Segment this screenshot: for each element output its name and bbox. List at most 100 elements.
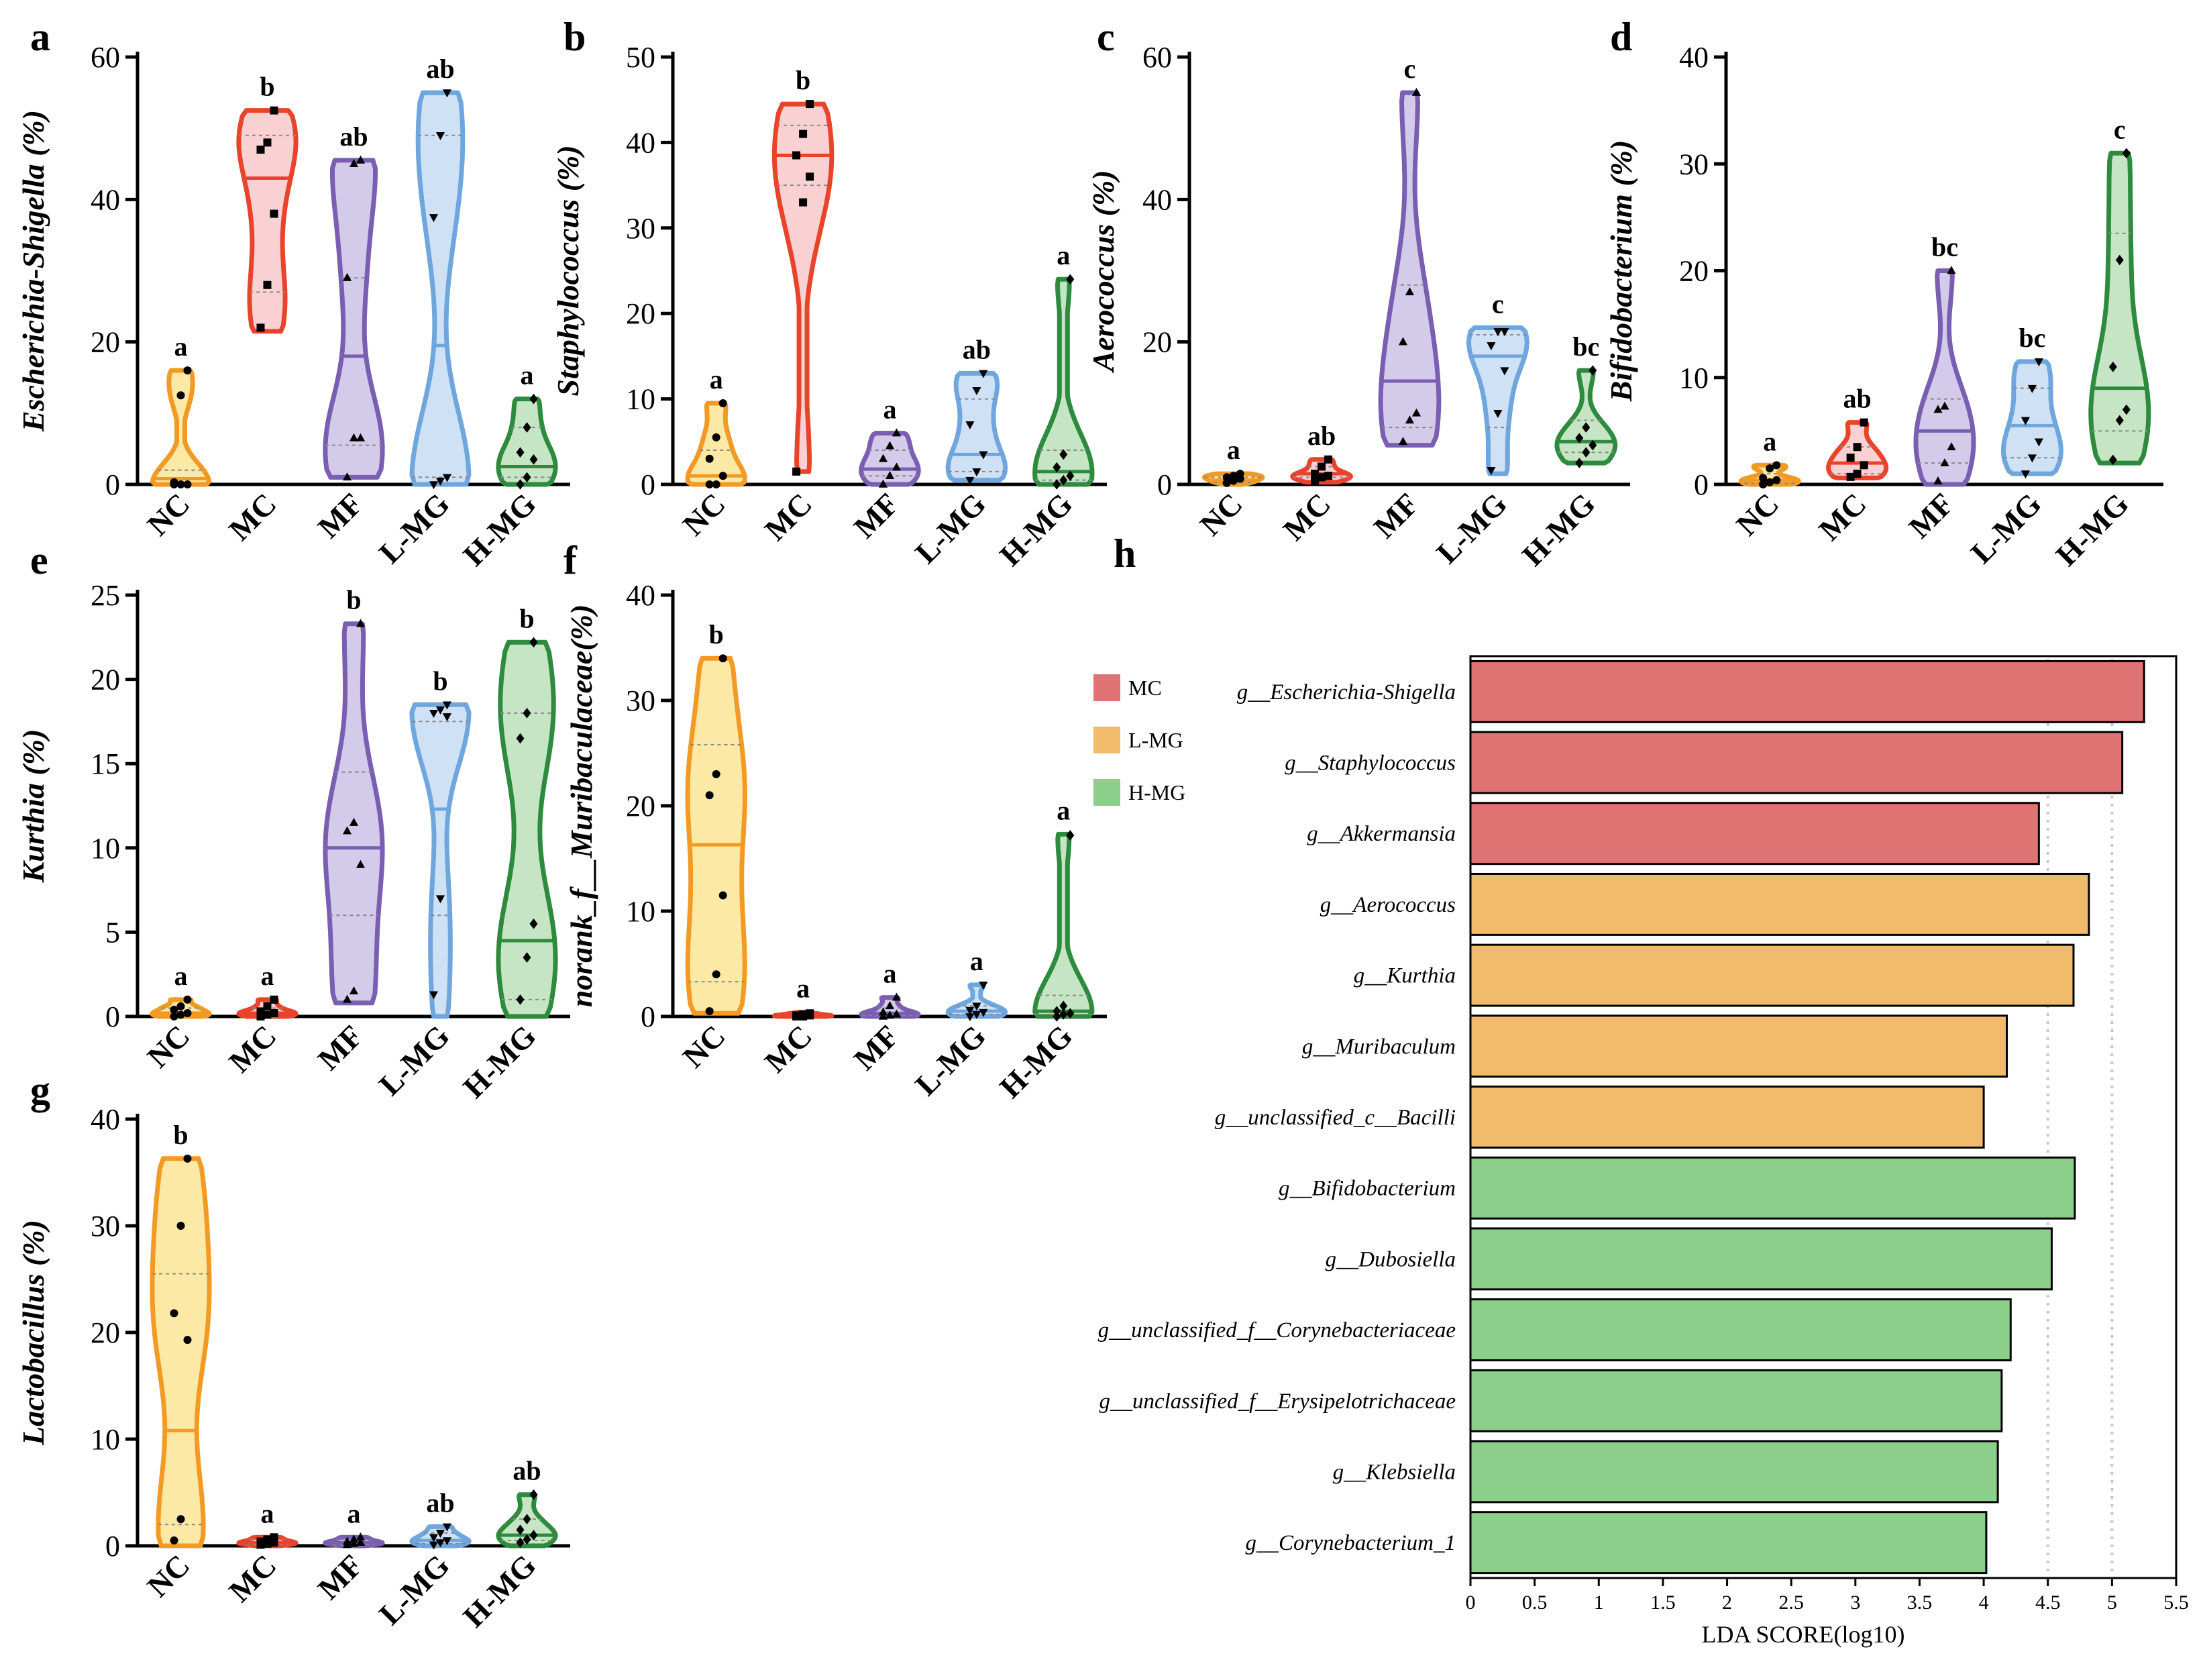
taxon-label: g__Klebsiella xyxy=(1333,1460,1456,1484)
data-point xyxy=(1933,405,1943,413)
data-point xyxy=(1411,408,1421,417)
significance-letter: ab xyxy=(1843,384,1871,414)
legend-label: L-MG xyxy=(1128,728,1183,752)
data-point xyxy=(170,1309,178,1318)
violin-H-MG xyxy=(496,639,558,1019)
data-point xyxy=(523,1514,531,1525)
x-tick-label: NC xyxy=(141,486,197,542)
data-point xyxy=(1853,443,1862,452)
data-point xyxy=(1411,87,1421,96)
x-tick-label: MF xyxy=(311,486,370,545)
data-point xyxy=(1575,458,1584,468)
data-point xyxy=(1318,473,1326,482)
x-tick-label: MF xyxy=(1367,486,1426,545)
data-point xyxy=(972,1011,981,1020)
violin-NC xyxy=(685,401,747,487)
y-tick-label: 0 xyxy=(105,1000,120,1033)
data-point xyxy=(1066,470,1075,482)
data-point xyxy=(1766,478,1774,486)
data-point xyxy=(356,1532,366,1541)
violin-H-MG xyxy=(2088,150,2151,466)
y-tick-label: 10 xyxy=(626,895,655,928)
significance-letter: a xyxy=(174,961,188,991)
significance-letter: c xyxy=(2114,114,2126,144)
panel-h: h g__Escherichia-Shigella g__Staphylococcu… xyxy=(1093,531,2189,1648)
violin-MF xyxy=(323,158,385,480)
data-point xyxy=(705,480,714,488)
data-point xyxy=(799,198,808,207)
y-tick-label: 20 xyxy=(1679,255,1709,288)
x-tick-label: 0 xyxy=(1466,1591,1476,1614)
x-tick-label: L-MG xyxy=(908,486,992,570)
significance-letter: a xyxy=(174,331,188,362)
x-tick-label: 2 xyxy=(1722,1591,1732,1614)
significance-letter: a xyxy=(261,961,274,991)
x-tick-label: MF xyxy=(847,486,906,545)
data-point xyxy=(523,1534,531,1545)
data-point xyxy=(705,454,714,463)
taxon-label: g__Corynebacterium_1 xyxy=(1246,1531,1456,1555)
data-point xyxy=(429,214,439,223)
data-point xyxy=(1487,342,1496,351)
data-point xyxy=(435,477,445,486)
x-tick-label: MF xyxy=(311,1548,370,1606)
data-point xyxy=(792,1011,801,1020)
taxon-label: g__Escherichia-Shigella xyxy=(1237,680,1456,704)
data-point xyxy=(2122,404,2131,415)
data-point xyxy=(356,155,366,164)
violin-NC xyxy=(150,368,212,487)
data-point xyxy=(342,826,352,835)
data-point xyxy=(792,467,801,476)
data-point xyxy=(1059,449,1068,460)
data-point xyxy=(529,1489,538,1500)
lda-bar xyxy=(1469,1086,1985,1149)
taxon-label: g__Aerococcus xyxy=(1320,893,1456,917)
data-point xyxy=(965,1013,975,1022)
data-point xyxy=(1405,415,1415,424)
lda-bar xyxy=(1469,872,2090,936)
data-point xyxy=(529,393,538,405)
data-point xyxy=(1589,439,1597,451)
x-tick-label: NC xyxy=(676,486,732,542)
legend-swatch xyxy=(1093,779,1120,806)
data-point xyxy=(356,1538,366,1546)
data-point xyxy=(1772,476,1781,484)
data-point xyxy=(523,952,531,963)
data-point xyxy=(718,891,727,900)
y-tick-label: 30 xyxy=(91,1210,120,1243)
data-point xyxy=(885,1010,895,1019)
x-tick-label: L-MG xyxy=(372,1548,456,1632)
data-point xyxy=(183,366,192,375)
x-tick-label: MC xyxy=(222,1548,282,1608)
y-tick-label: 10 xyxy=(91,1423,120,1456)
data-point xyxy=(718,472,727,480)
data-point xyxy=(1846,472,1855,481)
y-tick-label: 0 xyxy=(1157,468,1172,501)
significance-letter: a xyxy=(261,1498,274,1528)
data-point xyxy=(1222,478,1231,487)
data-point xyxy=(342,272,352,281)
data-point xyxy=(435,706,445,715)
data-point xyxy=(712,970,720,979)
data-point xyxy=(429,991,439,1000)
panel-letter: f xyxy=(563,538,578,582)
data-point xyxy=(170,478,178,486)
lda-bar xyxy=(1469,660,2145,723)
y-tick-label: 0 xyxy=(105,468,120,501)
data-point xyxy=(2027,454,2037,463)
legend-swatch xyxy=(1093,727,1120,753)
x-tick-label: L-MG xyxy=(1964,486,2048,570)
data-point xyxy=(1236,470,1244,478)
x-tick-label: 1 xyxy=(1594,1591,1604,1614)
significance-letter: bc xyxy=(1572,331,1599,362)
y-tick-label: 20 xyxy=(91,664,120,696)
data-point xyxy=(176,391,185,400)
x-tick-label: MC xyxy=(758,1018,818,1079)
data-point xyxy=(263,1002,272,1010)
x-tick-label: MC xyxy=(758,486,818,547)
data-point xyxy=(979,1008,988,1017)
data-point xyxy=(1059,474,1068,486)
data-point xyxy=(712,480,720,488)
data-point xyxy=(263,280,272,289)
data-point xyxy=(1947,266,1956,274)
